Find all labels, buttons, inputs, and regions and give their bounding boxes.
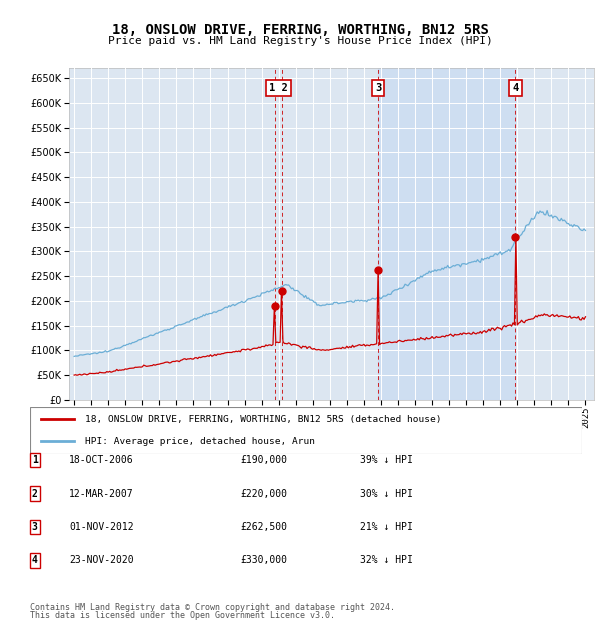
Text: 4: 4 xyxy=(512,83,518,93)
Text: 3: 3 xyxy=(32,522,38,532)
Text: HPI: Average price, detached house, Arun: HPI: Average price, detached house, Arun xyxy=(85,436,315,446)
Text: 18, ONSLOW DRIVE, FERRING, WORTHING, BN12 5RS: 18, ONSLOW DRIVE, FERRING, WORTHING, BN1… xyxy=(112,23,488,37)
Text: 01-NOV-2012: 01-NOV-2012 xyxy=(69,522,134,532)
Text: 30% ↓ HPI: 30% ↓ HPI xyxy=(360,489,413,498)
Text: 4: 4 xyxy=(32,556,38,565)
Text: 39% ↓ HPI: 39% ↓ HPI xyxy=(360,455,413,465)
FancyBboxPatch shape xyxy=(30,407,582,454)
Text: 1: 1 xyxy=(32,455,38,465)
Text: 32% ↓ HPI: 32% ↓ HPI xyxy=(360,556,413,565)
Text: £220,000: £220,000 xyxy=(240,489,287,498)
Text: Price paid vs. HM Land Registry's House Price Index (HPI): Price paid vs. HM Land Registry's House … xyxy=(107,36,493,46)
Text: 21% ↓ HPI: 21% ↓ HPI xyxy=(360,522,413,532)
Text: 3: 3 xyxy=(375,83,381,93)
Text: 23-NOV-2020: 23-NOV-2020 xyxy=(69,556,134,565)
Text: £190,000: £190,000 xyxy=(240,455,287,465)
Text: 18-OCT-2006: 18-OCT-2006 xyxy=(69,455,134,465)
Text: This data is licensed under the Open Government Licence v3.0.: This data is licensed under the Open Gov… xyxy=(30,611,335,620)
Text: 18, ONSLOW DRIVE, FERRING, WORTHING, BN12 5RS (detached house): 18, ONSLOW DRIVE, FERRING, WORTHING, BN1… xyxy=(85,415,442,424)
Text: 1 2: 1 2 xyxy=(269,83,288,93)
Text: 2: 2 xyxy=(32,489,38,498)
Bar xyxy=(378,68,515,400)
Text: £330,000: £330,000 xyxy=(240,556,287,565)
Text: 12-MAR-2007: 12-MAR-2007 xyxy=(69,489,134,498)
Text: Contains HM Land Registry data © Crown copyright and database right 2024.: Contains HM Land Registry data © Crown c… xyxy=(30,603,395,612)
Text: £262,500: £262,500 xyxy=(240,522,287,532)
